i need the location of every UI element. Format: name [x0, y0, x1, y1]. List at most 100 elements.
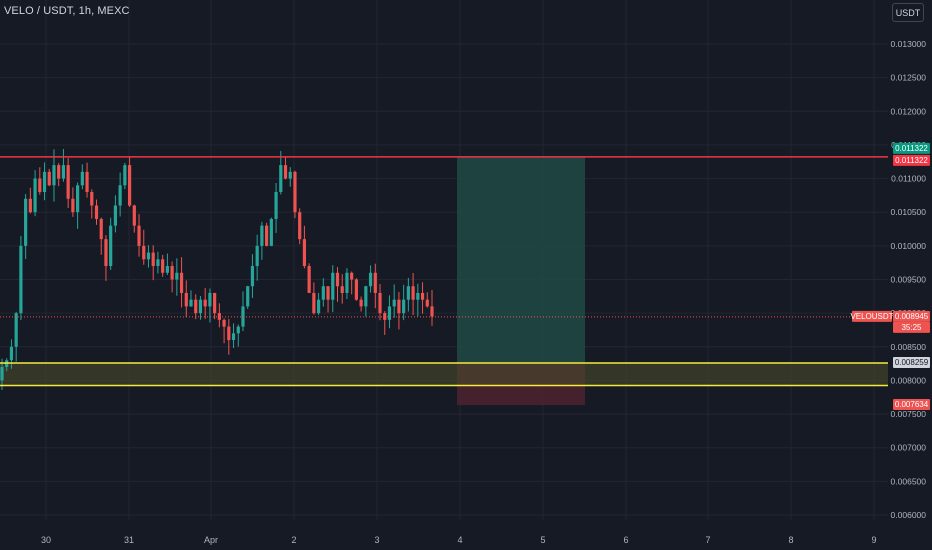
- candle-body: [170, 266, 174, 280]
- candle-body: [392, 299, 396, 307]
- candle-body: [66, 165, 70, 199]
- candle-body: [246, 286, 250, 307]
- candle-body: [350, 272, 354, 280]
- candle-body: [397, 299, 401, 314]
- candle-body: [387, 306, 392, 320]
- y-tick-label: 0.007500: [891, 409, 927, 419]
- support-tag-bg: [893, 357, 930, 369]
- trade-zones: [0, 156, 888, 406]
- candle-body: [373, 272, 377, 293]
- candle-body: [222, 319, 226, 327]
- candle-body: [331, 272, 335, 300]
- y-tick-label: 0.008000: [891, 375, 927, 385]
- x-tick-label: Apr: [204, 535, 218, 545]
- candle-body: [340, 286, 344, 293]
- candle-body: [33, 178, 37, 213]
- candle-body: [335, 272, 340, 287]
- y-tick-label: 0.007000: [891, 443, 927, 453]
- time-axis[interactable]: 30 31 Apr 2 3 4 5 6 7 8 9: [41, 535, 877, 545]
- candle-body: [213, 292, 217, 314]
- candle-body: [57, 165, 61, 179]
- candle-body: [312, 292, 316, 314]
- candle-body: [24, 198, 28, 246]
- candle-body: [85, 171, 89, 193]
- x-tick-label: 6: [623, 535, 628, 545]
- x-tick-label: 8: [788, 535, 793, 545]
- candle-body: [38, 178, 42, 193]
- price-axis[interactable]: 0.0130000.0125000.0120000.0115000.011000…: [891, 39, 927, 520]
- candle-body: [14, 313, 18, 347]
- x-tick-label: 5: [540, 535, 545, 545]
- candle-body: [61, 165, 66, 179]
- candle-body: [368, 272, 373, 287]
- candle-body: [132, 205, 136, 226]
- candle-body: [227, 326, 231, 341]
- symbol-tag: VELOUSDT: [850, 312, 893, 321]
- candle-body: [137, 225, 141, 246]
- candle-body: [250, 266, 255, 287]
- y-tick-label: 0.006500: [891, 476, 927, 486]
- price-tags: 0.011322 0.011322 VELOUSDT 0.008945 35:25 0.0…: [850, 142, 930, 411]
- y-tick-label: 0.006000: [891, 510, 927, 520]
- x-tick-label: 2: [291, 535, 296, 545]
- candle-body: [231, 333, 236, 341]
- resistance-tag-green: 0.011322: [895, 144, 928, 153]
- candle-body: [269, 218, 273, 246]
- candle-body: [326, 286, 330, 300]
- candle-body: [9, 346, 14, 361]
- x-tick-label: 7: [705, 535, 710, 545]
- x-tick-label: 30: [41, 535, 51, 545]
- candle-body: [411, 286, 415, 300]
- x-tick-label: 31: [124, 535, 134, 545]
- candle-body: [118, 185, 122, 206]
- candle-body: [146, 252, 151, 260]
- resistance-tag-red-bg: [893, 154, 930, 166]
- candle-body: [165, 266, 169, 273]
- candle-body: [416, 292, 420, 300]
- target-zone: [457, 156, 585, 364]
- candle-body: [151, 252, 155, 267]
- last-price-tag: 0.008945: [895, 312, 929, 321]
- candle-body: [420, 292, 425, 300]
- x-tick-label: 9: [871, 535, 876, 545]
- stop-tag: 0.007634: [895, 400, 929, 409]
- candle-body: [260, 225, 264, 246]
- support-tag: 0.008259: [895, 358, 929, 367]
- y-tick-label: 0.009500: [891, 275, 927, 285]
- y-tick-label: 0.008500: [891, 342, 927, 352]
- y-tick-label: 0.012500: [891, 73, 927, 83]
- candle-body: [127, 165, 132, 206]
- candle-body: [113, 205, 118, 226]
- candle-body: [425, 299, 429, 307]
- candle-body: [236, 326, 240, 334]
- currency-button[interactable]: USDT: [892, 3, 924, 22]
- candle-body: [175, 272, 179, 280]
- candle-body: [194, 299, 198, 314]
- x-tick-label: 3: [374, 535, 379, 545]
- candle-body: [42, 171, 47, 193]
- candle-body: [302, 239, 307, 267]
- candle-body: [0, 366, 4, 381]
- candle-body: [94, 205, 99, 219]
- candle-body: [354, 279, 358, 300]
- resistance-tag-red: 0.011322: [895, 156, 928, 165]
- candle-body: [298, 212, 302, 240]
- candle-body: [90, 192, 94, 206]
- candle-body: [208, 292, 212, 307]
- candle-body: [99, 218, 103, 240]
- candle-body: [80, 171, 84, 186]
- candle-body: [156, 259, 160, 267]
- candle-body: [71, 198, 75, 213]
- candle-body: [52, 165, 56, 186]
- support-zone: [0, 363, 888, 386]
- chart-title: VELO / USDT, 1h, MEXC: [4, 5, 130, 17]
- y-tick-label: 0.013000: [891, 39, 927, 49]
- candle-body: [47, 171, 51, 186]
- y-tick-label: 0.010000: [891, 241, 927, 251]
- candle-body: [402, 299, 406, 314]
- candle-body: [321, 286, 325, 300]
- candle-body: [288, 171, 292, 179]
- countdown-tag-bg: [893, 321, 930, 333]
- candle-body: [19, 245, 23, 314]
